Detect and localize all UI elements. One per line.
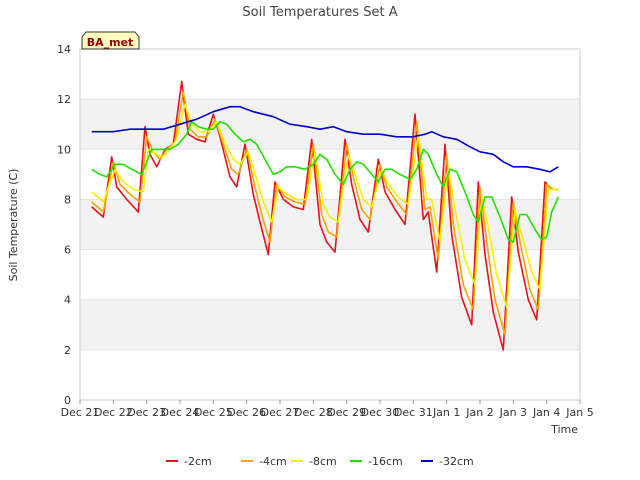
x-axis-label: Time bbox=[550, 423, 578, 436]
x-tick-label: Jan 4 bbox=[532, 406, 560, 419]
series-lines bbox=[91, 80, 560, 351]
x-tick-label: Dec 23 bbox=[127, 406, 166, 419]
x-tick-label: Dec 24 bbox=[161, 406, 200, 419]
legend-label: -4cm bbox=[259, 455, 287, 468]
x-tick-label: Dec 28 bbox=[294, 406, 333, 419]
legend-item: -16cm bbox=[350, 455, 403, 468]
y-tick-label: 10 bbox=[57, 143, 71, 156]
y-tick-label: 0 bbox=[64, 394, 71, 407]
x-tick-label: Dec 31 bbox=[394, 406, 433, 419]
x-tick-label: Dec 22 bbox=[94, 406, 133, 419]
legend-label: -16cm bbox=[368, 455, 403, 468]
y-tick-label: 8 bbox=[64, 193, 71, 206]
legend-label: -2cm bbox=[184, 455, 212, 468]
legend-item: -4cm bbox=[241, 455, 287, 468]
x-tick-label: Jan 1 bbox=[432, 406, 460, 419]
y-tick-label: 14 bbox=[57, 43, 71, 56]
series-line-minus-32cm bbox=[91, 105, 559, 173]
x-tick-label: Dec 25 bbox=[194, 406, 233, 419]
x-tick-label: Dec 30 bbox=[361, 406, 400, 419]
legend-label: -8cm bbox=[309, 455, 337, 468]
plot-frame bbox=[79, 48, 581, 401]
series-line-minus-4cm bbox=[91, 90, 559, 336]
y-tick-label: 6 bbox=[64, 244, 71, 257]
y-tick-label: 4 bbox=[64, 294, 71, 307]
series-line-minus-16cm bbox=[91, 120, 560, 243]
x-tick-label: Dec 21 bbox=[61, 406, 100, 419]
x-tick-label: Jan 5 bbox=[565, 406, 593, 419]
legend-item: -32cm bbox=[421, 455, 474, 468]
legend-label: -32cm bbox=[439, 455, 474, 468]
legend-item: -2cm bbox=[166, 455, 212, 468]
legend-item: -8cm bbox=[291, 455, 337, 468]
x-tick-label: Jan 2 bbox=[465, 406, 493, 419]
y-axis-ticks: 0 2 4 6 8 10 12 14 bbox=[57, 43, 71, 407]
x-tick-label: Dec 26 bbox=[227, 406, 266, 419]
y-tick-label: 12 bbox=[57, 93, 71, 106]
x-tick-label: Dec 29 bbox=[327, 406, 366, 419]
y-tick-label: 2 bbox=[64, 344, 71, 357]
station-badge: BA_met bbox=[81, 31, 140, 50]
station-badge-box bbox=[81, 31, 140, 50]
plot-band bbox=[80, 99, 580, 150]
legend: -2cm -4cm -8cm -16cm -32cm bbox=[166, 455, 474, 468]
y-axis-label: Soil Temperature (C) bbox=[7, 169, 20, 282]
x-tick-label: Jan 3 bbox=[499, 406, 527, 419]
chart-title: Soil Temperatures Set A bbox=[242, 5, 397, 20]
series-line-minus-8cm bbox=[91, 103, 559, 308]
x-tick-label: Dec 27 bbox=[261, 406, 300, 419]
station-badge-label: BA_met bbox=[87, 36, 134, 49]
plot-band bbox=[80, 199, 580, 250]
